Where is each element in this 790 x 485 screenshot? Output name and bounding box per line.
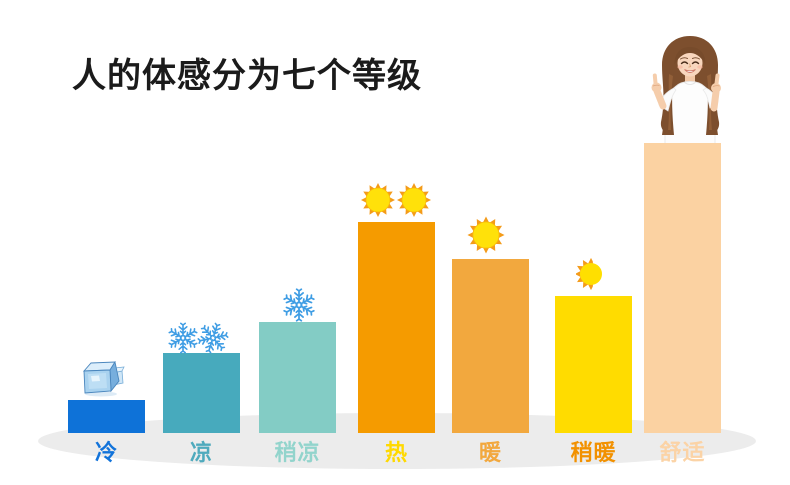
double-sun-icon: [359, 180, 433, 220]
half-sun-icon: [576, 257, 603, 291]
bar-warm: [452, 259, 529, 433]
bar-label-comfortable: 舒适: [659, 441, 706, 466]
bar-label-cold: 冷: [94, 441, 118, 466]
bar-slightly-warm: [555, 296, 632, 433]
bar-comfortable: [644, 143, 721, 433]
bar-hot: [358, 222, 435, 433]
chart-title: 人的体感分为七个等级: [72, 58, 422, 95]
double-snowflake-icon: [167, 322, 229, 354]
bar-label-hot: 热: [384, 441, 408, 466]
bar-label-warm: 暖: [478, 441, 502, 466]
snowflake-icon: [282, 288, 316, 322]
bar-label-cool: 凉: [189, 441, 213, 466]
bar-label-slightly-cool: 稍凉: [274, 441, 321, 466]
bar-label-slightly-warm: 稍暖: [570, 441, 617, 466]
woman-thumbs-up-photo: [651, 36, 721, 146]
sun-icon: [465, 214, 507, 256]
bar-cold: [68, 400, 145, 433]
bar-slightly-cool: [259, 322, 336, 433]
bar-cool: [163, 353, 240, 433]
ice-cube-icon: [82, 360, 125, 397]
